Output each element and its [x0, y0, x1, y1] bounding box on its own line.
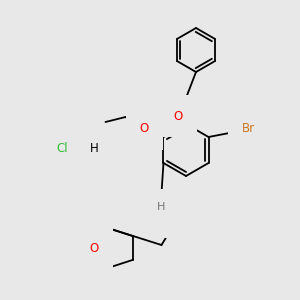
Text: O: O [89, 242, 99, 254]
Text: O: O [140, 122, 149, 136]
Text: H: H [157, 202, 166, 212]
Text: N: N [171, 211, 180, 224]
Text: Cl: Cl [56, 142, 68, 154]
Text: O: O [173, 110, 183, 122]
Text: H: H [90, 142, 98, 154]
Text: Br: Br [242, 122, 255, 136]
